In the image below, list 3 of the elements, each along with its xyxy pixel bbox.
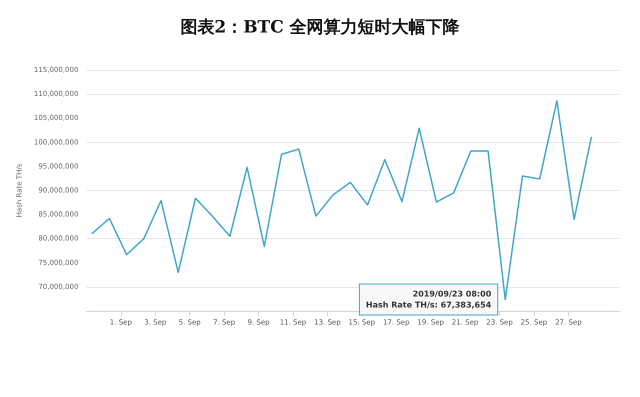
line-series: [91, 100, 592, 300]
chart-title: 图表2：BTC 全网算力短时大幅下降: [180, 18, 461, 38]
annotation: 2019/09/23 08:00 Hash Rate TH/s: 67,383,654: [366, 290, 492, 310]
